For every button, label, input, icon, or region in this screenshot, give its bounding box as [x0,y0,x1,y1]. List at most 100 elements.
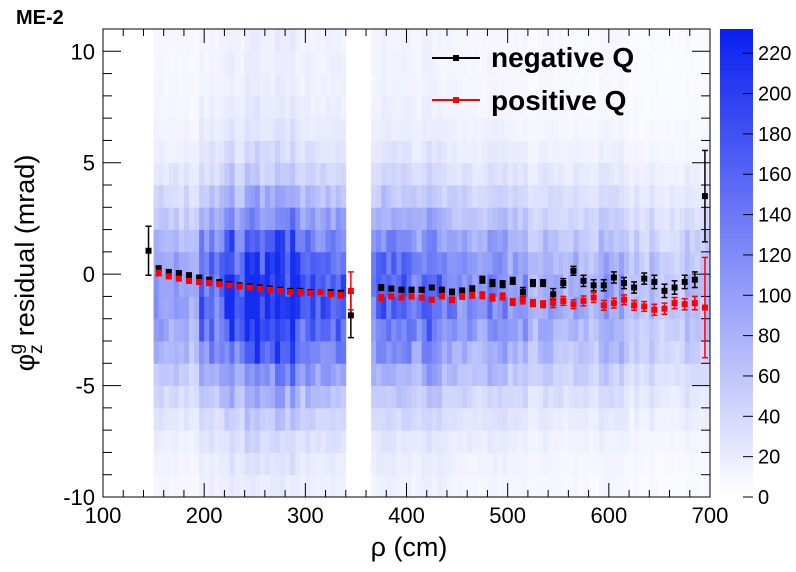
heatmap-cell [593,318,600,342]
heatmap-cell [391,407,397,431]
heatmap-cell [578,363,584,386]
heatmap-cell [507,207,514,230]
heatmap-cell [578,229,584,253]
heatmap-cell [618,341,625,364]
heatmap-cell [244,407,251,431]
heatmap-cell [603,185,610,208]
heatmap-cell [674,95,681,119]
heatmap-cell [305,51,311,74]
heatmap-cell [209,251,215,275]
heatmap-cell [694,29,701,52]
heatmap-cell [214,162,220,186]
heatmap-cell [593,185,600,208]
data-series [145,149,708,359]
heatmap-cell [583,73,589,97]
heatmap-cell [194,251,200,275]
heatmap-cell [183,51,190,74]
heatmap-cell [300,51,306,74]
heatmap-cell [684,430,691,453]
heatmap-cell [497,73,504,97]
heatmap-cell [659,185,665,208]
heatmap-cell [214,140,220,164]
heatmap-cell [487,341,493,364]
heatmap-cell [497,95,504,119]
heatmap-cell [563,51,569,74]
heatmap-cell [274,207,281,230]
heatmap-cell [295,318,301,342]
heatmap-cell [482,229,488,253]
heatmap-cell [507,229,514,253]
heatmap-cell [229,51,235,74]
heatmap-cell [183,185,190,208]
heatmap-cell [664,274,670,297]
heatmap-cell [558,251,564,275]
heatmap-cell [244,95,251,119]
heatmap-cell [538,162,544,186]
heatmap-cell [386,229,392,253]
colorbar [720,29,753,497]
heatmap-cell [199,140,205,164]
heatmap-cell [507,407,514,431]
heatmap-cell [335,474,342,498]
heatmap-cell [396,385,402,409]
heatmap-cell [669,296,675,320]
colorbar-tick-label: 160 [758,164,791,186]
heatmap-cell [598,95,605,119]
heatmap-cell [669,162,675,186]
heatmap-cell [396,118,402,141]
heatmap-cell [502,251,509,275]
heatmap-cell [254,452,261,476]
heatmap-cell [315,296,321,320]
heatmap-cell [259,474,266,498]
heatmap-cell [411,229,418,253]
heatmap-cell [401,229,407,253]
heatmap-cell [431,207,438,230]
heatmap-cell [624,51,630,74]
heatmap-cell [229,73,235,97]
heatmap-cell [153,385,160,409]
heatmap-cell [532,162,539,186]
heatmap-cell [608,207,615,230]
heatmap-cell [315,51,321,74]
heatmap-cell [634,363,640,386]
heatmap-cell [199,207,205,230]
heatmap-cell [608,363,615,386]
heatmap-cell [325,274,332,297]
heatmap-cell [583,251,589,275]
heatmap-cell [381,73,387,97]
heatmap-cell [593,118,600,141]
heatmap-cell [330,251,337,275]
heatmap-cell [624,207,630,230]
heatmap-cell [527,140,534,164]
heatmap-cell [497,296,504,320]
heatmap-cell [583,385,589,409]
heatmap-cell [371,296,377,320]
heatmap-cell [396,474,402,498]
data-point [671,300,678,307]
heatmap-cell [538,29,544,52]
heatmap-cell [209,229,215,253]
heatmap-cell [603,118,610,141]
heatmap-cell [492,251,498,275]
heatmap-cell [618,452,625,476]
heatmap-cell [694,207,701,230]
heatmap-cell [664,162,670,186]
legend: negative Q positive Q [432,42,634,116]
heatmap-cell [406,318,412,342]
heatmap-cell [371,363,377,386]
heatmap-cell [588,452,595,476]
heatmap-cell [548,229,554,253]
y-tick-label: 10 [71,39,95,64]
heatmap-cell [441,341,448,364]
heatmap-cell [224,251,230,275]
heatmap-cell [522,251,529,275]
heatmap-cell [431,318,438,342]
heatmap-cell [492,185,498,208]
heatmap-cell [593,51,600,74]
legend-marker-positive [453,97,459,103]
heatmap-cell [310,29,316,52]
heatmap-cell [209,385,215,409]
data-point [661,287,668,294]
heatmap-cell [340,140,347,164]
heatmap-cell [315,162,321,186]
